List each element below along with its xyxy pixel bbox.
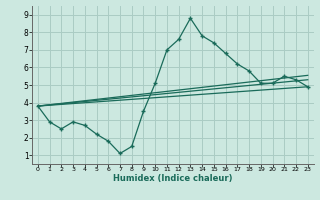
X-axis label: Humidex (Indice chaleur): Humidex (Indice chaleur) (113, 174, 233, 183)
